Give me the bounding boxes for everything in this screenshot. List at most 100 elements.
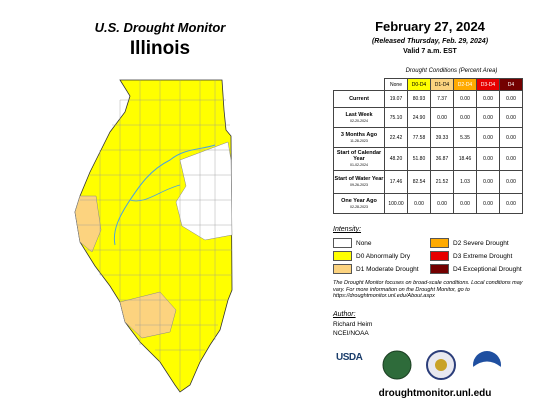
valid-time: Valid 7 a.m. EST: [403, 48, 457, 55]
row-label-cell: Last Week 02-20-2024: [333, 107, 385, 128]
row-label-cell: One Year Ago 02-28-2023: [333, 193, 385, 214]
column-header: None: [384, 78, 408, 91]
river: [129, 184, 181, 202]
table-value: 5.35: [453, 127, 477, 148]
table-value: 75.10: [384, 107, 408, 128]
table-value: 21.52: [430, 170, 454, 194]
none-area: [175, 141, 233, 241]
legend-label: D3 Extreme Drought: [453, 252, 513, 260]
legend-item: None: [333, 238, 372, 248]
title: U.S. Drought Monitor: [94, 20, 226, 35]
legend-swatch: [333, 264, 352, 274]
table-value: 82.54: [407, 170, 431, 194]
ndmc-logo: [382, 350, 412, 380]
release-date: (Released Thursday, Feb. 29, 2024): [371, 38, 489, 45]
table-value: 0.00: [407, 193, 431, 214]
table-value: 0.00: [499, 147, 523, 171]
row-date: 09-26-2023: [350, 183, 368, 187]
table-value: 0.00: [453, 107, 477, 128]
map: [74, 79, 233, 393]
row-date: 02-28-2023: [350, 204, 368, 209]
legend-item: D4 Exceptional Drought: [430, 264, 522, 274]
row-label: Last Week: [345, 111, 373, 118]
legend-swatch: [430, 238, 449, 248]
table-value: 22.42: [384, 127, 408, 148]
table-value: 0.00: [499, 193, 523, 214]
table-value: 18.46: [453, 147, 477, 171]
table-value: 0.00: [476, 147, 500, 171]
row-date: 01-02-2024: [350, 163, 368, 167]
table-value: 39.33: [430, 127, 454, 148]
doc-logo-inner: [435, 359, 447, 371]
legend-item: D0 Abnormally Dry: [333, 251, 410, 261]
row-label: One Year Ago: [341, 197, 377, 204]
table-value: 0.00: [476, 107, 500, 128]
table-value: 1.03: [453, 170, 477, 194]
column-header: D4: [499, 78, 523, 91]
row-label-cell: Current: [333, 90, 385, 108]
table-value: 51.80: [407, 147, 431, 171]
row-date: 11-28-2023: [350, 138, 368, 143]
legend-label: D1 Moderate Drought: [356, 265, 419, 273]
row-label: Current: [349, 96, 369, 102]
table-value: 0.00: [476, 127, 500, 148]
table-value: 0.00: [430, 193, 454, 214]
table-row: Start of Calendar Year 01-02-2024 48.20 51.…: [333, 147, 523, 171]
legend-swatch: [333, 238, 352, 248]
table-value: 19.07: [384, 90, 408, 108]
table-value: 36.87: [430, 147, 454, 171]
note: The Drought Monitor focuses on broad-sca…: [333, 280, 523, 299]
legend-label: D0 Abnormally Dry: [356, 252, 411, 260]
column-header: D1-D4: [430, 78, 454, 91]
usda-logo: USDA: [336, 352, 363, 363]
table-value: 0.00: [453, 193, 477, 214]
legend-swatch: [430, 251, 449, 261]
logos: [382, 350, 501, 381]
county-lines: [78, 80, 232, 390]
table-row: Current 19.07 80.93 7.37 0.00 0.00 0.00: [333, 90, 523, 108]
column-header: D0-D4: [407, 78, 431, 91]
date: February 27, 2024: [375, 19, 485, 34]
table-value: 0.00: [499, 170, 523, 194]
legend-item: D2 Severe Drought: [430, 238, 509, 248]
table-value: 17.46: [384, 170, 408, 194]
table-value: 24.90: [407, 107, 431, 128]
row-label-cell: Start of Water Year 09-26-2023: [333, 170, 385, 194]
noaa-logo-wave: [473, 361, 501, 381]
author-name: Richard Heim: [333, 321, 373, 328]
column-header: D3-D4: [476, 78, 500, 91]
row-label-cell: 3 Months Ago 11-28-2023: [333, 127, 385, 148]
legend-title: Intensity:: [333, 226, 362, 233]
legend-item: D1 Moderate Drought: [333, 264, 419, 274]
table-value: 100.00: [384, 193, 408, 214]
row-label: Start of Water Year: [334, 176, 384, 182]
table-row: Last Week 02-20-2024 75.10 24.90 0.00 0.00 0.0…: [333, 107, 523, 128]
table-value: 0.00: [499, 90, 523, 108]
legend-label: D2 Severe Drought: [453, 239, 509, 247]
author-title: Author:: [333, 311, 356, 318]
header-row: None D0-D4 D1-D4 D2-D4 D3-D4 D4: [333, 78, 523, 91]
table-value: 0.00: [499, 127, 523, 148]
legend-swatch: [333, 251, 352, 261]
table-value: 0.00: [499, 107, 523, 128]
table-value: 80.93: [407, 90, 431, 108]
row-label: 3 Months Ago: [340, 131, 378, 138]
row-label: Start of Calendar Year: [336, 150, 382, 162]
table-value: 7.37: [430, 90, 454, 108]
legend-swatch: [430, 264, 449, 274]
legend-label: None: [356, 239, 372, 247]
row-date: 02-20-2024: [350, 118, 368, 123]
table-value: 0.00: [476, 170, 500, 194]
website: droughtmonitor.unl.edu: [378, 388, 492, 399]
author-org: NCEI/NOAA: [333, 330, 369, 337]
table-row: 3 Months Ago 11-28-2023 22.42 77.58 39.33 5.3…: [333, 127, 523, 148]
table-value: 0.00: [476, 193, 500, 214]
table-value: 77.58: [407, 127, 431, 148]
table-value: 0.00: [453, 90, 477, 108]
column-header: D2-D4: [453, 78, 477, 91]
state-name: Illinois: [129, 38, 191, 59]
row-label-cell: Start of Calendar Year 01-02-2024: [333, 147, 385, 171]
river: [113, 144, 216, 246]
table-row: Start of Water Year 09-26-2023 17.46 82.54 2…: [333, 170, 523, 194]
